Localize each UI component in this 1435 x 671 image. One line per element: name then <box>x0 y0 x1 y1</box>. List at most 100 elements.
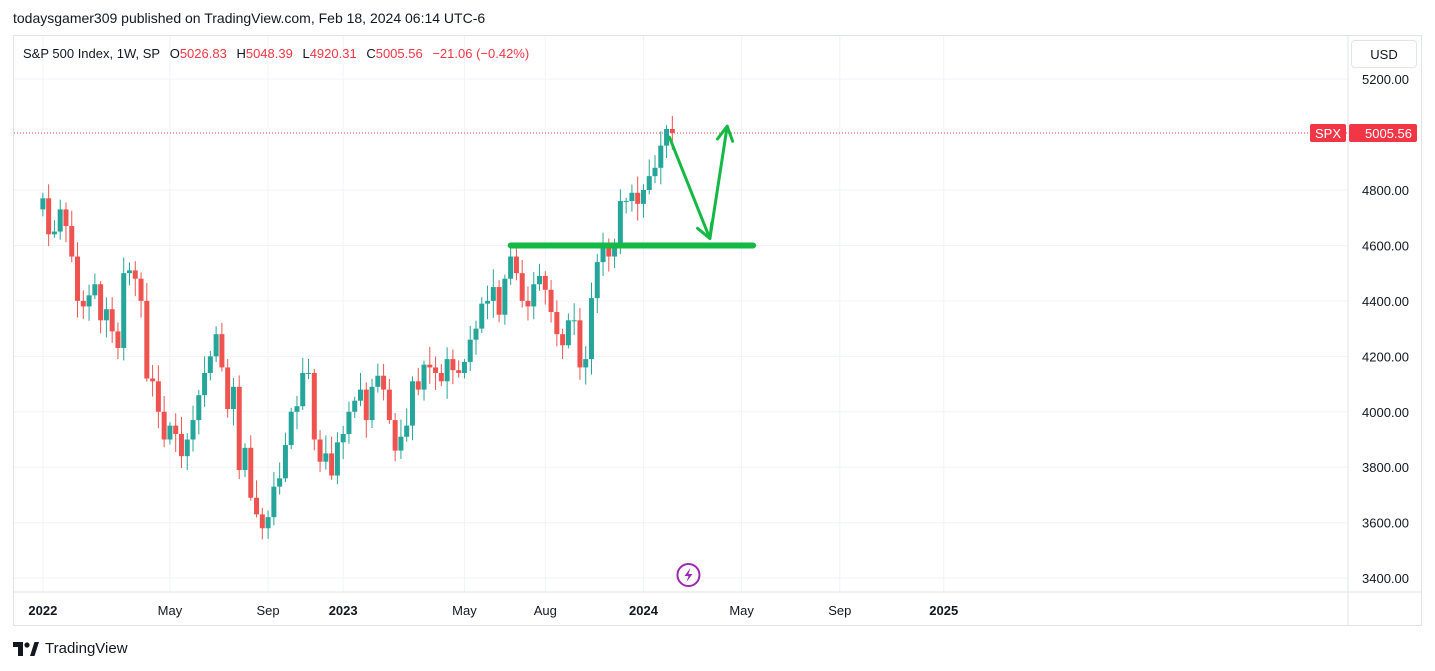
tradingview-footer[interactable]: TradingView <box>13 640 128 657</box>
candle-body <box>363 389 369 421</box>
price-tag <box>1349 123 1417 142</box>
candle-body <box>271 486 277 518</box>
low-label: L <box>302 46 310 61</box>
candle-body <box>132 270 138 279</box>
candle-body <box>635 192 641 204</box>
candle-body <box>340 433 346 443</box>
candle-body <box>334 442 340 476</box>
y-tick-label: 4400.00 <box>1362 294 1409 309</box>
candle-body <box>398 436 404 451</box>
candle-body <box>404 425 410 437</box>
candle-body <box>646 176 652 190</box>
candle-body <box>583 359 589 368</box>
candle-body <box>438 372 444 382</box>
up-arrow <box>708 124 729 241</box>
candle-body <box>381 375 387 390</box>
y-tick-label: 5200.00 <box>1362 72 1409 87</box>
axes: 5200.00 4800.00 4600.00 4400.00 4200.00 4000.… <box>14 36 1421 625</box>
last-price-badge: SPX 5005.56 <box>1310 123 1417 142</box>
candle-body <box>415 381 421 390</box>
candle-body <box>554 311 560 335</box>
ticker-tag <box>1310 123 1346 142</box>
x-tick-label: 2025 <box>929 603 958 618</box>
candle-body <box>577 320 583 368</box>
candle-body <box>565 320 571 346</box>
candle-body <box>300 372 306 407</box>
candle-body <box>138 278 144 301</box>
candle-body <box>502 278 508 315</box>
candle-body <box>282 445 288 479</box>
x-tick-label: 2024 <box>629 603 659 618</box>
x-tick-label: May <box>158 603 183 618</box>
lightning-bolt-icon <box>676 563 701 587</box>
chart-frame[interactable] <box>13 35 1422 626</box>
candle-body <box>513 256 519 274</box>
y-tick-label: 3600.00 <box>1362 516 1409 531</box>
currency-button[interactable]: USD <box>1351 40 1417 68</box>
candle-body <box>496 287 502 315</box>
y-tick-label: 4800.00 <box>1362 183 1409 198</box>
y-tick-label: 4600.00 <box>1362 238 1409 253</box>
candle-body <box>236 386 242 471</box>
price-tag-value: 5005.56 <box>1365 126 1412 141</box>
candle-body <box>219 334 225 368</box>
candle-body <box>51 231 57 235</box>
high-label: H <box>236 46 246 61</box>
ohlc-legend: S&P 500 Index, 1W, SP O5026.83 H5048.39 … <box>23 46 535 61</box>
candle-body <box>392 420 398 451</box>
candle-body <box>658 145 664 168</box>
candle-body <box>560 334 566 346</box>
candle-body <box>427 364 433 368</box>
candle-body <box>375 375 381 387</box>
candle-body <box>479 303 485 329</box>
x-tick-label: 2023 <box>329 603 358 618</box>
candle-body <box>311 372 317 440</box>
down-arrow <box>667 135 712 241</box>
candle-body <box>109 309 115 332</box>
annotations <box>507 124 757 587</box>
candle-body <box>277 478 283 487</box>
high-value: 5048.39 <box>245 46 293 61</box>
candle-body <box>369 386 375 421</box>
candle-body <box>357 389 363 401</box>
candle-body <box>126 270 132 274</box>
x-tick-label: 2022 <box>28 603 57 618</box>
candle-body <box>508 256 514 279</box>
candle-body <box>150 378 156 382</box>
candle-body <box>225 367 231 410</box>
candle-body <box>600 248 606 263</box>
x-tick-label: Aug <box>534 603 557 618</box>
candle-body <box>467 339 473 362</box>
grid-lines <box>14 36 1348 592</box>
candle-body <box>178 433 184 457</box>
candle-body <box>525 300 531 307</box>
candle-body <box>485 300 491 304</box>
close-label: C <box>366 46 376 61</box>
tradingview-brand: TradingView <box>45 640 128 657</box>
candle-body <box>433 367 439 373</box>
candle-body <box>594 262 600 299</box>
candle-body <box>346 411 352 434</box>
candle-body <box>184 439 190 457</box>
candle-body <box>265 517 271 529</box>
candle-body <box>155 381 161 412</box>
candle-body <box>421 364 427 390</box>
candle-body <box>623 201 629 203</box>
candle-body <box>63 209 69 227</box>
candle-body <box>213 334 219 357</box>
up-arrow-head <box>715 124 735 143</box>
candle-body <box>230 386 236 410</box>
candle-body <box>537 275 543 285</box>
candle-body <box>664 128 670 146</box>
candle-body <box>242 447 248 471</box>
low-value: 4920.31 <box>309 46 357 61</box>
candle-body <box>207 356 213 373</box>
symbol-label[interactable]: S&P 500 Index, 1W, SP <box>23 46 161 61</box>
y-tick-label: 3800.00 <box>1362 460 1409 475</box>
candle-body <box>450 359 456 371</box>
candle-body <box>144 300 150 379</box>
candle-body <box>409 381 415 426</box>
y-tick-label: 4200.00 <box>1362 349 1409 364</box>
change-value: −21.06 (−0.42%) <box>432 46 530 61</box>
